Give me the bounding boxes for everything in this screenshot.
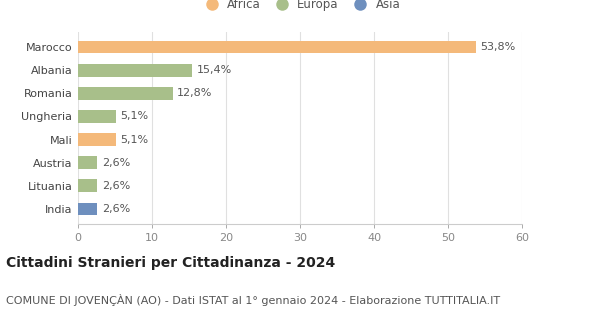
Text: 53,8%: 53,8% xyxy=(481,42,516,52)
Text: 12,8%: 12,8% xyxy=(177,88,212,98)
Text: 5,1%: 5,1% xyxy=(120,111,148,122)
Bar xyxy=(78,203,97,215)
Bar xyxy=(78,41,476,53)
Text: 5,1%: 5,1% xyxy=(120,134,148,145)
Bar xyxy=(78,180,97,192)
Text: 2,6%: 2,6% xyxy=(101,204,130,214)
Text: 2,6%: 2,6% xyxy=(101,181,130,191)
Legend: Africa, Europa, Asia: Africa, Europa, Asia xyxy=(200,0,400,11)
Bar xyxy=(78,156,97,169)
Text: 2,6%: 2,6% xyxy=(101,158,130,168)
Text: 15,4%: 15,4% xyxy=(196,65,232,75)
Text: Cittadini Stranieri per Cittadinanza - 2024: Cittadini Stranieri per Cittadinanza - 2… xyxy=(6,256,335,270)
Bar xyxy=(78,64,192,76)
Text: COMUNE DI JOVENÇÀN (AO) - Dati ISTAT al 1° gennaio 2024 - Elaborazione TUTTITALI: COMUNE DI JOVENÇÀN (AO) - Dati ISTAT al … xyxy=(6,294,500,307)
Bar xyxy=(78,110,116,123)
Bar xyxy=(78,87,173,100)
Bar xyxy=(78,133,116,146)
